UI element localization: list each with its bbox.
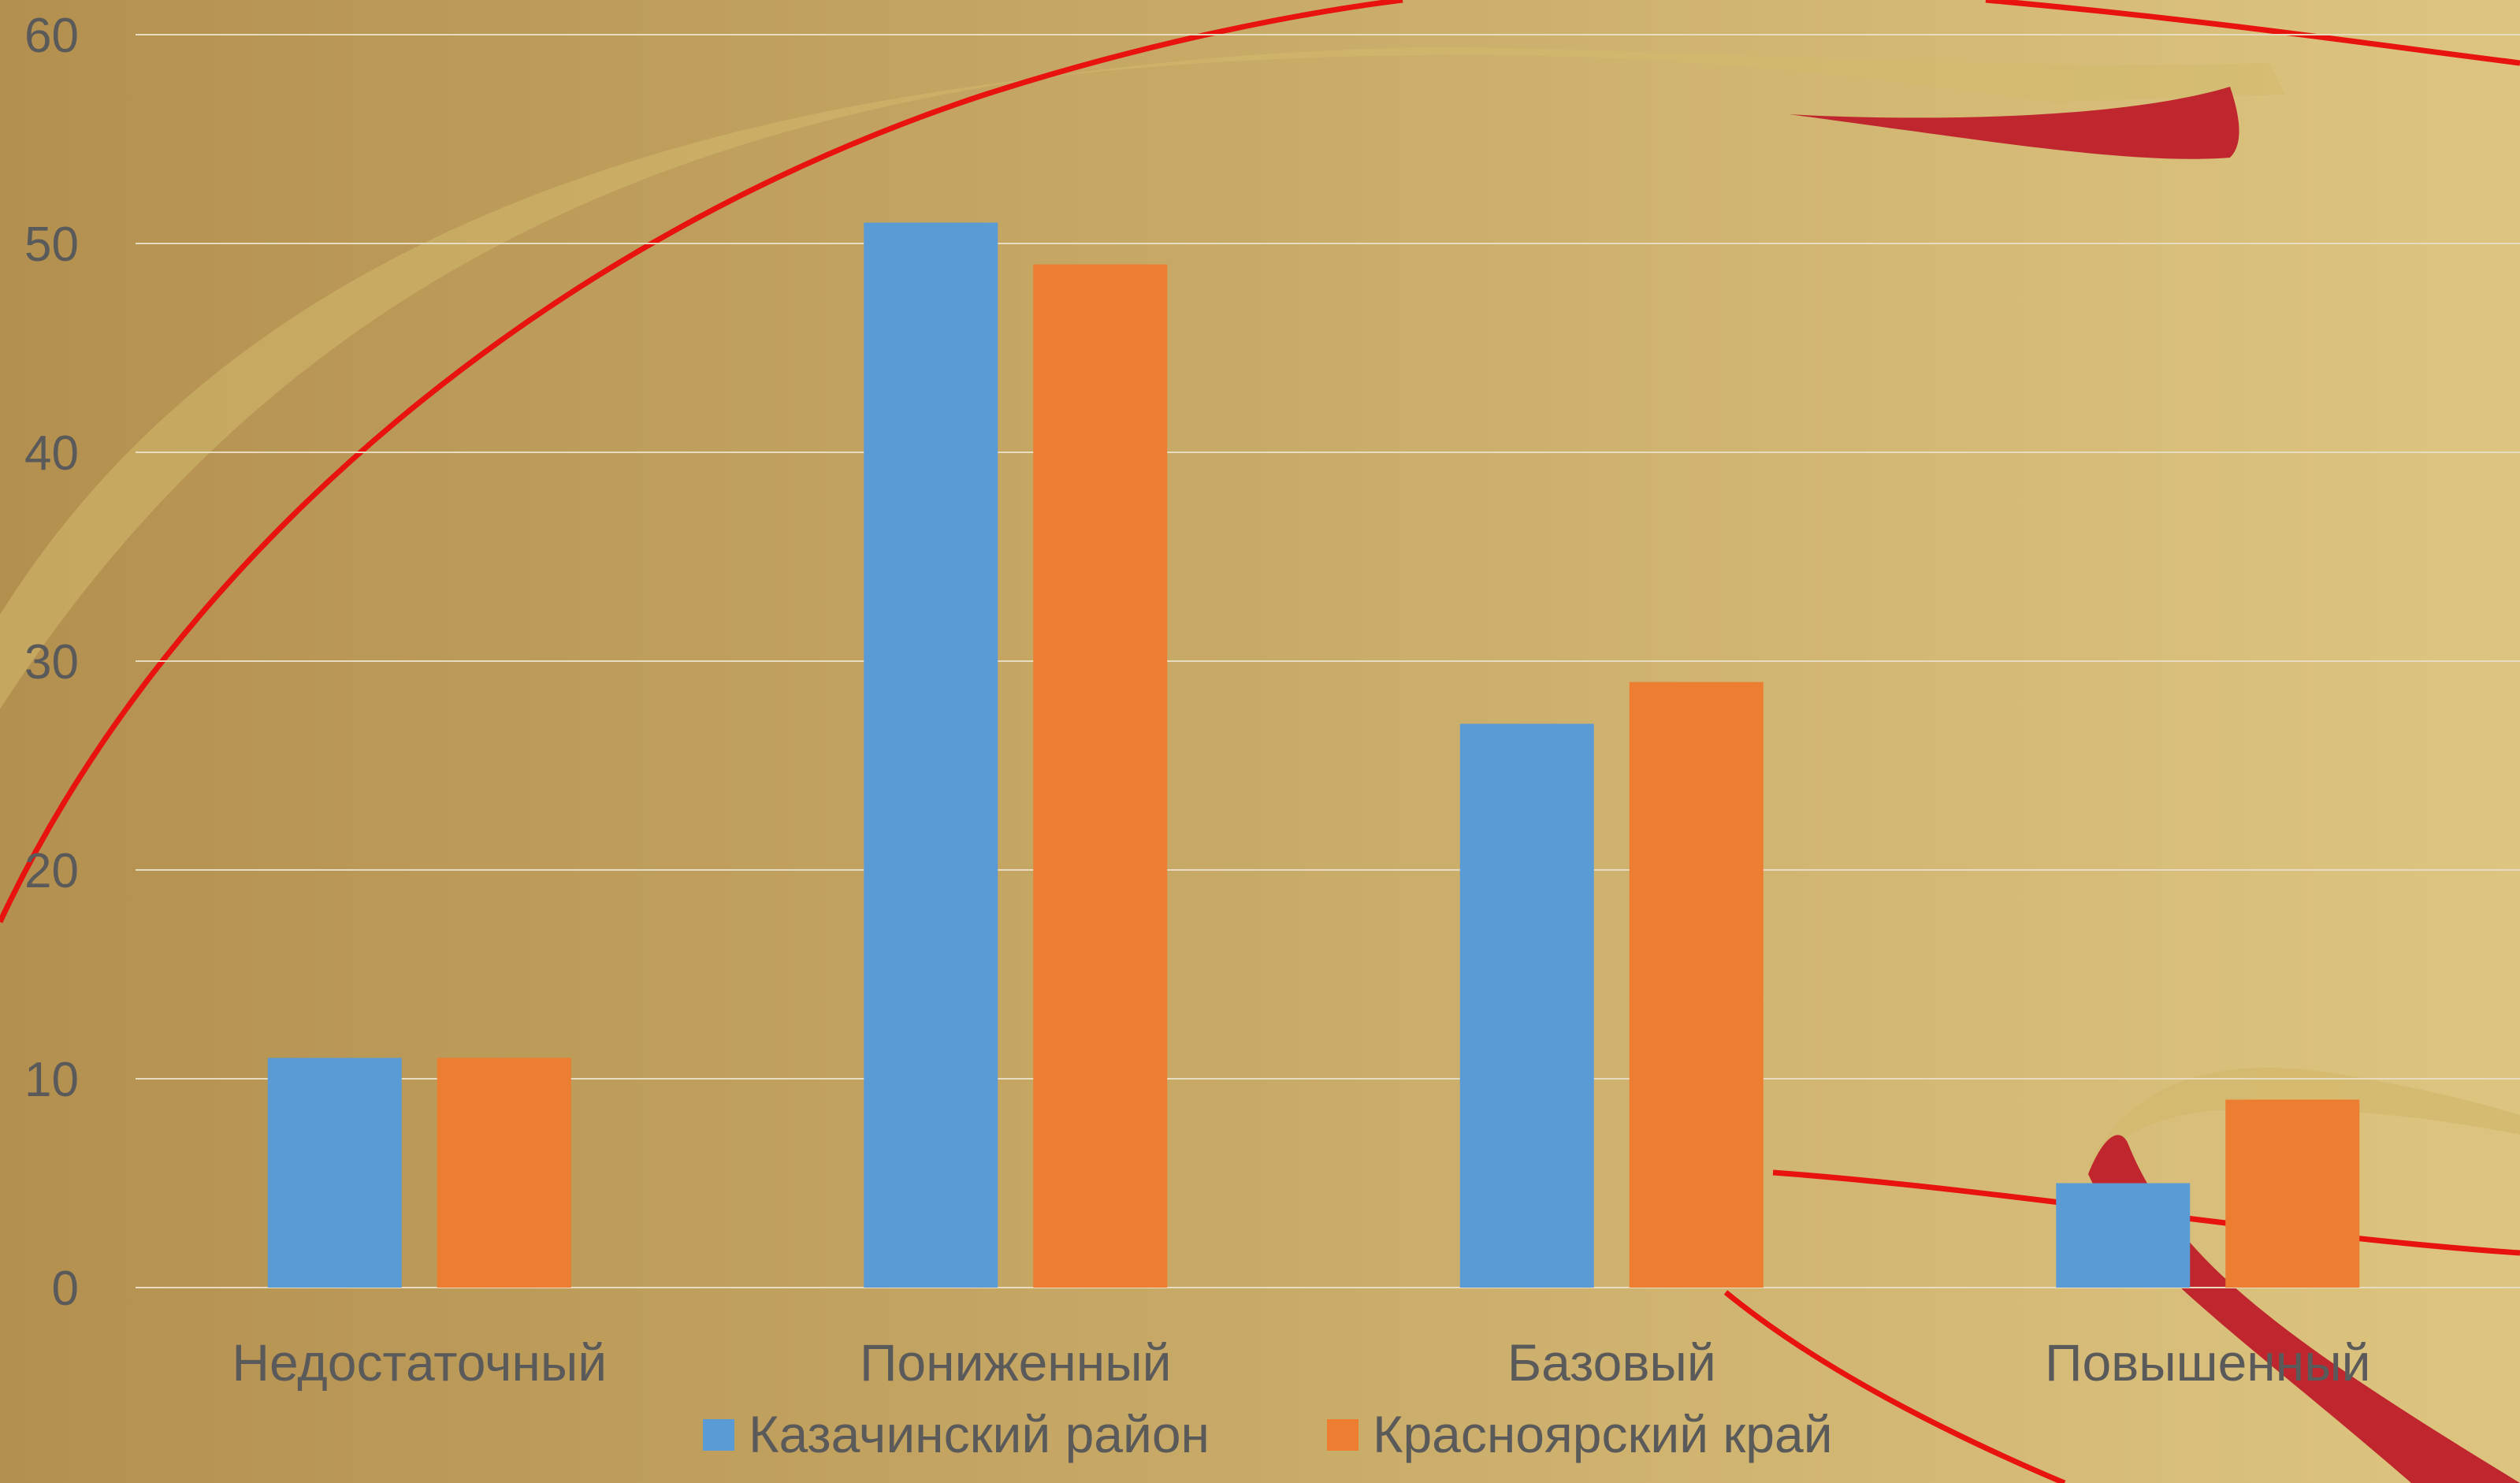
bar-series-1-4 bbox=[2056, 1183, 2191, 1288]
legend-label: Красноярский край bbox=[1373, 1405, 1833, 1463]
y-tick-label: 40 bbox=[24, 426, 79, 481]
legend-label: Казачинский район bbox=[749, 1405, 1210, 1463]
decorative-red-line-sweep bbox=[1723, 1290, 2066, 1483]
decorative-gold-ribbon-bottom bbox=[2088, 1068, 2520, 1166]
x-category-label: Базовый bbox=[1507, 1333, 1716, 1392]
bars bbox=[267, 222, 2360, 1288]
decorative-red-ribbon-top bbox=[1789, 87, 2239, 159]
bar-series-2-2 bbox=[1033, 264, 1168, 1288]
bar-series-1-1 bbox=[267, 1057, 402, 1288]
bar-series-1-3 bbox=[1459, 723, 1594, 1288]
decorative-red-line-top-right bbox=[1985, 0, 2520, 66]
y-tick-label: 20 bbox=[24, 844, 79, 898]
y-axis-tick-labels: 0 10 20 30 40 50 60 bbox=[24, 9, 79, 1316]
y-tick-label: 10 bbox=[24, 1053, 79, 1107]
decorative-red-line-arc bbox=[0, 0, 1403, 924]
decorative-red-ribbon-bottom bbox=[2088, 1135, 2520, 1483]
legend: Казачинский район Красноярский край bbox=[703, 1405, 1833, 1463]
y-tick-label: 50 bbox=[24, 217, 79, 272]
bar-series-2-1 bbox=[437, 1057, 571, 1288]
y-tick-label: 30 bbox=[24, 635, 79, 689]
bar-series-1-2 bbox=[864, 222, 998, 1288]
legend-swatch bbox=[703, 1419, 734, 1451]
x-category-label: Повышенный bbox=[2045, 1333, 2371, 1392]
bar-series-2-4 bbox=[2225, 1099, 2360, 1288]
y-tick-label: 0 bbox=[52, 1262, 79, 1316]
bar-series-2-3 bbox=[1629, 682, 1764, 1288]
legend-swatch bbox=[1327, 1419, 1358, 1451]
x-axis-category-labels: Недостаточный Пониженный Базовый Повышенный bbox=[232, 1333, 2370, 1392]
y-tick-label: 60 bbox=[24, 9, 79, 63]
x-category-label: Пониженный bbox=[860, 1333, 1172, 1392]
x-category-label: Недостаточный bbox=[232, 1333, 607, 1392]
